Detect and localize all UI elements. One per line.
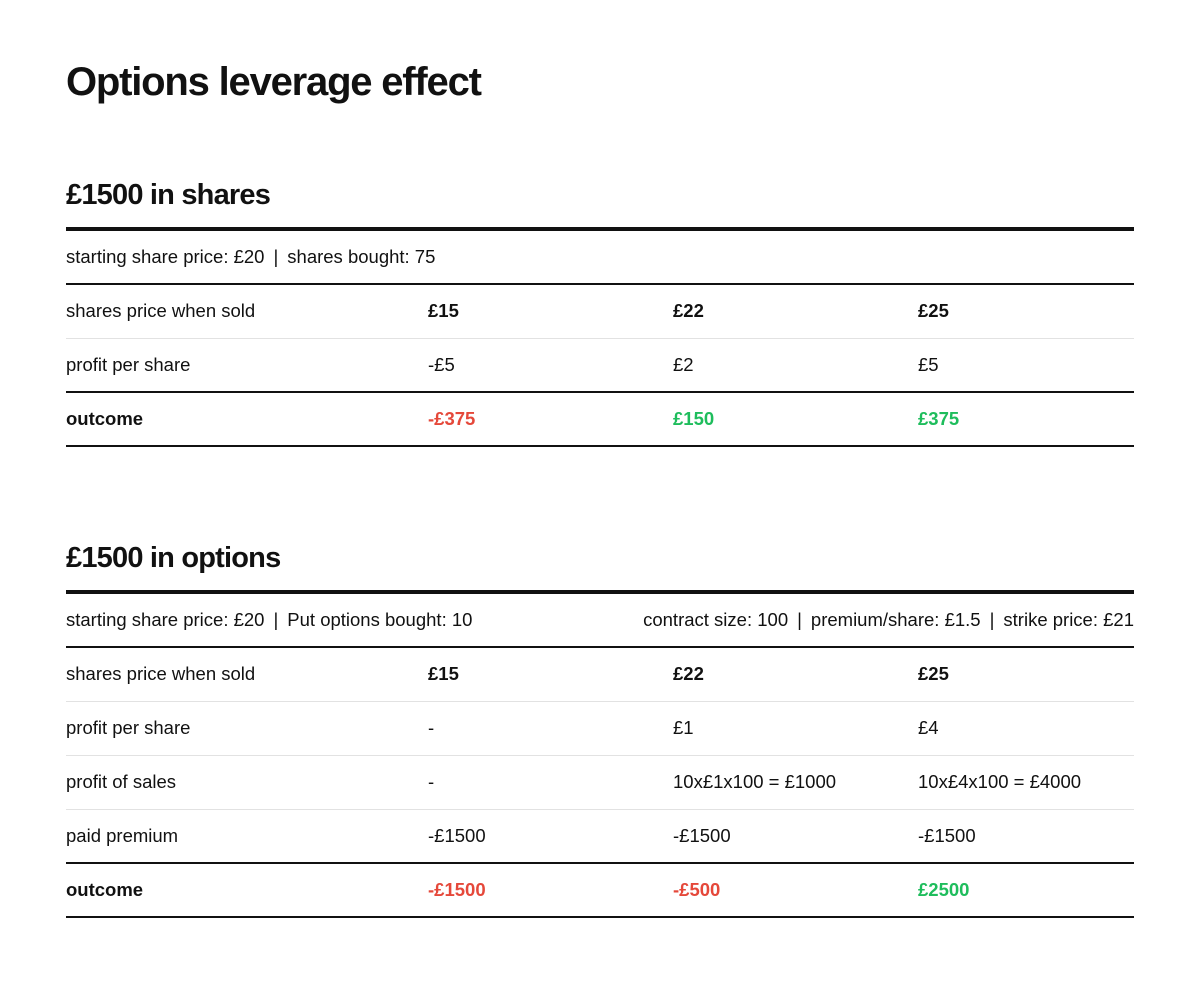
- table-row-outcome: outcome -£1500 -£500 £2500: [66, 864, 1134, 918]
- starting-price-text: starting share price: £20: [66, 246, 265, 267]
- sales-value-2: 10x£1x100 = £1000: [673, 771, 837, 792]
- shares-info-row: starting share price: £20 | shares bought:…: [66, 231, 1134, 285]
- premium-value-2: -£1500: [673, 825, 731, 846]
- table-row-paid-premium: paid premium -£1500 -£1500 -£1500: [66, 810, 1134, 864]
- table-top-rule: [66, 590, 1134, 594]
- profit-value-1: -£5: [428, 354, 455, 375]
- row-label: outcome: [66, 879, 144, 900]
- price-value-1: £15: [428, 663, 459, 684]
- sales-value-1: -: [428, 771, 435, 792]
- price-value-2: £22: [673, 300, 704, 321]
- shares-table: starting share price: £20 | shares bought:…: [66, 227, 1134, 447]
- options-info-left: starting share price: £20 | Put options bo…: [66, 594, 472, 646]
- starting-price-text: starting share price: £20: [66, 609, 265, 630]
- row-label: profit per share: [66, 354, 191, 375]
- info-separator: |: [797, 609, 802, 630]
- row-label: profit per share: [66, 717, 191, 738]
- outcome-value-2: £150: [673, 408, 715, 429]
- table-row-price-when-sold: shares price when sold £15 £22 £25: [66, 648, 1134, 702]
- info-separator: |: [989, 609, 995, 630]
- shares-info-left: starting share price: £20 | shares bought:…: [66, 231, 435, 283]
- options-table: starting share price: £20 | Put options bo…: [66, 590, 1134, 918]
- options-section-title: £1500 in options: [66, 542, 281, 574]
- row-label: outcome: [66, 408, 144, 429]
- row-label: paid premium: [66, 825, 179, 846]
- profit-value-3: £5: [918, 354, 939, 375]
- premium-value-1: -£1500: [428, 825, 486, 846]
- profit-value-3: £4: [918, 717, 939, 738]
- profit-value-1: -: [428, 717, 435, 738]
- table-row-outcome: outcome -£375 £150 £375: [66, 393, 1134, 447]
- shares-section-title: £1500 in shares: [66, 179, 271, 211]
- outcome-value-3: £375: [918, 408, 960, 429]
- outcome-value-2: -£500: [673, 879, 721, 900]
- price-value-1: £15: [428, 300, 459, 321]
- outcome-value-1: -£1500: [428, 879, 486, 900]
- strike-price-text: strike price: £21: [1003, 609, 1134, 630]
- premium-value-3: -£1500: [918, 825, 976, 846]
- page-title: Options leverage effect: [66, 60, 482, 104]
- table-row-profit-per-share: profit per share - £1 £4: [66, 702, 1134, 756]
- sales-value-3: 10x£4x100 = £4000: [918, 771, 1082, 792]
- contract-size-text: contract size: 100: [643, 609, 789, 630]
- premium-text: premium/share: £1.5: [810, 609, 981, 630]
- row-label: shares price when sold: [66, 663, 256, 684]
- price-value-3: £25: [918, 300, 949, 321]
- profit-value-2: £1: [673, 717, 694, 738]
- row-label: profit of sales: [66, 771, 177, 792]
- table-top-rule: [66, 227, 1134, 231]
- options-info-row: starting share price: £20 | Put options bo…: [66, 594, 1134, 648]
- info-separator: |: [273, 609, 279, 630]
- profit-value-2: £2: [673, 354, 694, 375]
- options-info-right: contract size: 100 | premium/share: £1.5 | s…: [643, 594, 1134, 646]
- outcome-value-1: -£375: [428, 408, 476, 429]
- table-row-profit-of-sales: profit of sales - 10x£1x100 = £1000 10x£…: [66, 756, 1134, 810]
- row-label: shares price when sold: [66, 300, 256, 321]
- shares-bought-text: shares bought: 75: [287, 246, 436, 267]
- price-value-3: £25: [918, 663, 949, 684]
- outcome-value-3: £2500: [918, 879, 970, 900]
- table-row-profit-per-share: profit per share -£5 £2 £5: [66, 339, 1134, 393]
- options-bought-text: Put options bought: 10: [287, 609, 473, 630]
- price-value-2: £22: [673, 663, 704, 684]
- table-row-price-when-sold: shares price when sold £15 £22 £25: [66, 285, 1134, 339]
- info-separator: |: [273, 246, 279, 267]
